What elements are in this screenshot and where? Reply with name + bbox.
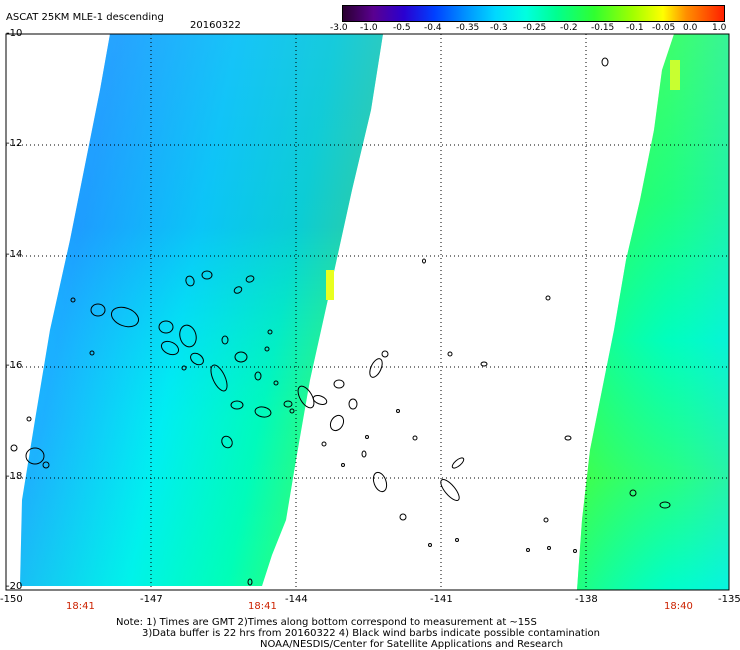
map-date: 20160322: [190, 20, 241, 31]
colorbar-label: 0.0: [683, 23, 698, 33]
colorbar-label: -0.15: [591, 23, 615, 33]
swath-time: 18:40: [664, 601, 693, 612]
lat-label: -14: [6, 249, 23, 260]
right-swath-shade: [577, 34, 729, 590]
lon-label: -150: [0, 594, 23, 605]
color-scale-bar: [342, 5, 725, 22]
colorbar-label: -0.5: [393, 23, 411, 33]
map-frame: [5, 33, 730, 591]
lat-label: -10: [6, 28, 23, 39]
colorbar-label: -0.25: [523, 23, 547, 33]
colorbar-label: -0.3: [490, 23, 508, 33]
colorbar-label: -1.0: [360, 23, 378, 33]
island-outlines: [10, 57, 671, 586]
colorbar-label: -0.35: [456, 23, 480, 33]
left-swath-yellow-patch: [326, 270, 334, 300]
lon-label: -135: [718, 594, 740, 605]
graticule: [6, 33, 729, 590]
footer-note-2: 3)Data buffer is 22 hrs from 20160322 4)…: [142, 628, 600, 639]
lon-label: -147: [140, 594, 163, 605]
colorbar-label: -0.1: [626, 23, 644, 33]
colorbar-label: -0.05: [652, 23, 676, 33]
colorbar-label: 1.0: [712, 23, 727, 33]
colorbar-label: -0.2: [560, 23, 578, 33]
footer-credit: NOAA/NESDIS/Center for Satellite Applica…: [260, 639, 564, 650]
colorbar-label: -3.0: [330, 23, 348, 33]
footer-note-1: Note: 1) Times are GMT 2)Times along bot…: [116, 617, 537, 628]
lat-label: -16: [6, 360, 23, 371]
colorbar-label: -0.4: [424, 23, 442, 33]
lat-label: -18: [6, 471, 23, 482]
lon-label: -141: [430, 594, 453, 605]
left-swath-shade: [20, 34, 383, 586]
lat-label: -12: [6, 138, 23, 149]
right-swath-yellow-patch: [670, 60, 680, 90]
lon-label: -138: [575, 594, 598, 605]
swath-time: 18:41: [66, 601, 95, 612]
lon-label: -144: [285, 594, 308, 605]
lat-label: -20: [6, 581, 23, 592]
map-title: ASCAT 25KM MLE-1 descending: [6, 12, 164, 23]
swath-time: 18:41: [248, 601, 277, 612]
